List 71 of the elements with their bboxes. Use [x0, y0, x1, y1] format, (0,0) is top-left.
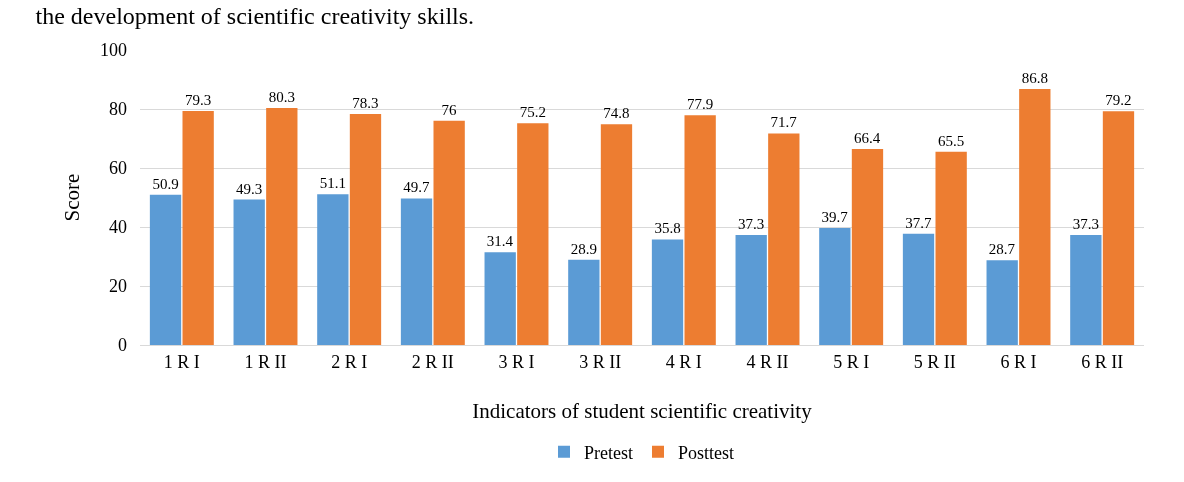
legend-label: Posttest — [678, 442, 735, 463]
x-tick-label: 3 R II — [579, 351, 622, 372]
x-tick-label: 6 R I — [1000, 351, 1037, 372]
x-tick-label: 4 R I — [665, 351, 702, 372]
x-tick-label: 5 R II — [913, 351, 956, 372]
bar — [568, 259, 600, 345]
y-axis-title: Score — [60, 173, 85, 222]
y-tick-label: 60 — [109, 158, 127, 179]
bar — [851, 149, 884, 345]
x-axis-title: Indicators of student scientific creativity — [472, 399, 813, 423]
bar — [317, 194, 349, 345]
bar — [735, 234, 767, 345]
data-label: 65.5 — [938, 132, 965, 149]
y-tick-label: 0 — [118, 335, 127, 356]
bar — [651, 239, 684, 345]
bar — [986, 260, 1018, 345]
data-label: 39.7 — [821, 208, 849, 225]
bar — [935, 151, 967, 345]
bar — [768, 133, 800, 345]
bar — [902, 233, 935, 345]
y-tick-label: 80 — [109, 99, 127, 120]
bar — [600, 124, 633, 345]
bar — [819, 227, 851, 345]
data-label: 71.7 — [770, 114, 798, 131]
bar — [349, 114, 382, 345]
bar — [684, 115, 716, 345]
data-label: 66.4 — [854, 130, 881, 147]
data-label: 49.7 — [403, 179, 430, 196]
data-label: 77.9 — [687, 96, 714, 113]
x-tick-label: 3 R I — [498, 351, 535, 372]
data-label: 28.7 — [988, 241, 1016, 258]
x-tick-label: 1 R I — [163, 351, 200, 372]
data-label: 37.7 — [905, 214, 932, 231]
x-tick-label: 5 R I — [833, 351, 870, 372]
x-tick-label: 6 R II — [1081, 351, 1124, 372]
bar — [182, 111, 214, 345]
bar — [149, 194, 182, 345]
bar — [233, 199, 265, 345]
data-label: 79.3 — [185, 92, 212, 109]
data-label: 80.3 — [268, 89, 295, 106]
data-label: 74.8 — [603, 105, 630, 122]
data-label: 75.2 — [519, 104, 546, 121]
bar — [1019, 88, 1051, 345]
x-tick-label: 1 R II — [244, 351, 287, 372]
data-label: 37.3 — [1072, 215, 1099, 232]
legend-label: Pretest — [584, 442, 633, 463]
y-tick-label: 40 — [109, 217, 127, 238]
bar — [433, 120, 465, 345]
bar — [517, 123, 549, 345]
y-tick-label: 20 — [109, 276, 127, 297]
data-label: 86.8 — [1021, 69, 1048, 86]
data-label: 49.3 — [236, 180, 263, 197]
data-label: 79.2 — [1105, 92, 1132, 109]
data-label: 28.9 — [570, 240, 597, 257]
bar — [266, 108, 298, 345]
bar — [400, 198, 433, 345]
y-tick-label: 100 — [100, 40, 127, 61]
chart-title: the development of scientific creativity skills. — [35, 3, 475, 30]
data-label: 51.1 — [319, 175, 346, 192]
data-label: 50.9 — [152, 175, 179, 192]
x-tick-label: 2 R II — [411, 351, 454, 372]
data-label: 78.3 — [352, 95, 379, 112]
bar — [484, 252, 516, 345]
data-label: 37.3 — [738, 215, 765, 232]
bar — [1070, 234, 1102, 345]
bar — [1102, 111, 1135, 345]
data-label: 35.8 — [654, 220, 681, 237]
x-tick-label: 2 R I — [331, 351, 368, 372]
data-label: 76 — [441, 101, 457, 118]
data-label: 31.4 — [486, 233, 514, 250]
x-tick-label: 4 R II — [746, 351, 789, 372]
